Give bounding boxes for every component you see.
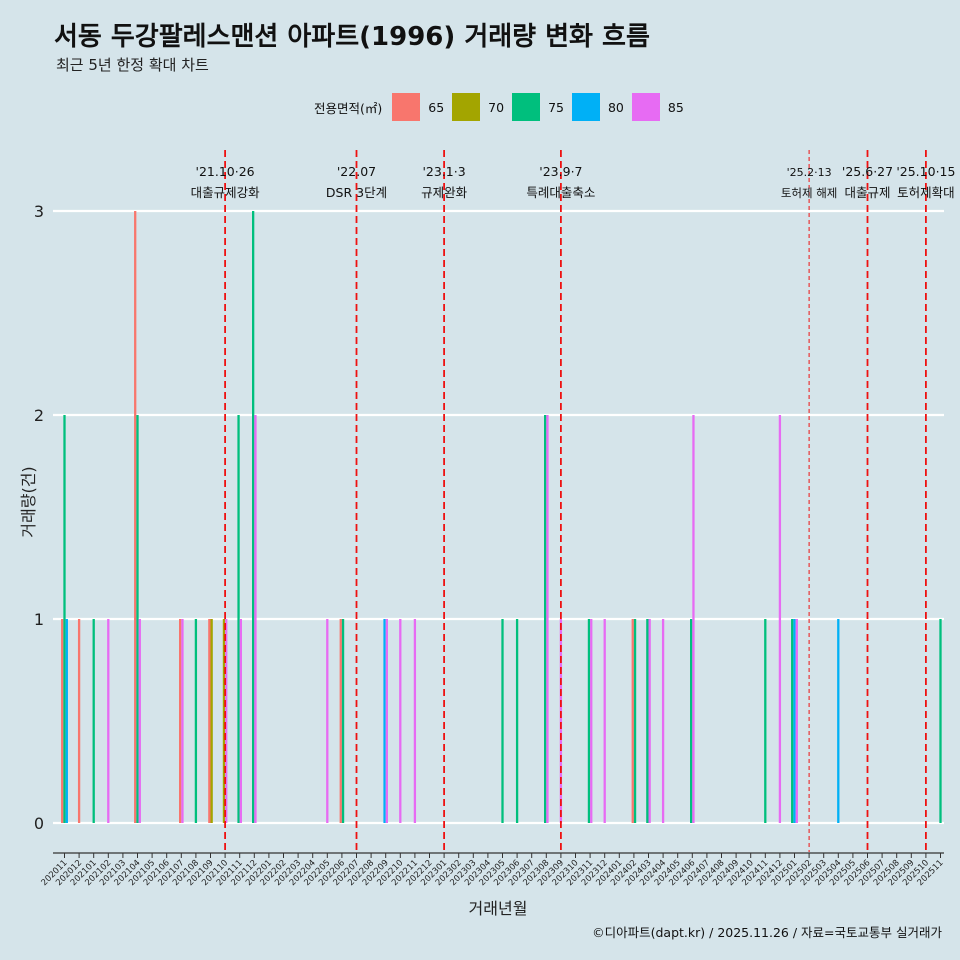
bar-75-202406 — [690, 619, 693, 823]
bar-85-202104 — [138, 619, 141, 823]
legend-key-70 — [452, 93, 481, 121]
event-label-2: 규제완화 — [421, 185, 468, 200]
y-tick-label-1: 1 — [34, 610, 44, 629]
bar-80-202209 — [383, 619, 386, 823]
bar-75-202501 — [791, 619, 794, 823]
bar-85-202311 — [590, 619, 593, 823]
bar-85-202107 — [181, 619, 184, 823]
bar-70-202109 — [210, 619, 213, 823]
event-date-5: '25.6·27 — [842, 164, 893, 179]
legend-item-70: 70 — [452, 93, 504, 121]
bar-75-202101 — [92, 619, 95, 823]
caption: ©디아파트(dapt.kr) / 2025.11.26 / 자료=국토교통부 실… — [592, 925, 942, 940]
legend-title: 전용면적(㎡) — [314, 100, 383, 116]
legend-item-85: 85 — [631, 93, 684, 121]
bar-75-202108 — [194, 619, 198, 823]
bar-65-202109 — [208, 619, 211, 823]
bar-75-202206 — [341, 619, 345, 823]
legend-item-65: 65 — [392, 93, 444, 121]
bar-85-202403 — [648, 619, 651, 823]
bar-85-202210 — [399, 619, 402, 823]
event-date-4: '25.2·13 — [787, 166, 832, 179]
bar-75-202402 — [633, 619, 637, 823]
legend-key-75 — [512, 93, 541, 121]
bar-75-202111 — [237, 415, 240, 823]
legend-label-75: 75 — [548, 99, 564, 115]
y-axis-title: 거래량(건) — [19, 466, 38, 537]
bar-75-202311 — [587, 619, 591, 823]
bar-85-202102 — [107, 619, 110, 823]
y-tick-label-2: 2 — [34, 406, 44, 425]
bar-75-202308 — [544, 415, 547, 823]
bar-85-202501 — [795, 619, 798, 823]
bar-85-202312 — [603, 619, 606, 823]
bar-85-202404 — [661, 619, 665, 823]
bar-65-202402 — [631, 619, 634, 823]
event-date-0: '21.10·26 — [196, 164, 255, 179]
legend-label-65: 65 — [428, 99, 445, 115]
bar-85-202112 — [254, 415, 257, 823]
event-date-6: '25.10·15 — [896, 164, 955, 179]
event-label-1: DSR 3단계 — [326, 185, 387, 200]
bar-75-202403 — [646, 619, 649, 823]
bar-75-202306 — [515, 619, 519, 823]
legend-item-80: 80 — [571, 93, 624, 121]
legend-key-85 — [631, 93, 660, 121]
bar-65-202104 — [134, 211, 137, 823]
bar-85-202309 — [559, 619, 563, 823]
bar-75-202305 — [501, 619, 504, 823]
bar-85-202211 — [413, 619, 417, 823]
bar-75-202411 — [764, 619, 767, 823]
legend-label-80: 80 — [607, 99, 624, 115]
chart-subtitle: 최근 5년 한정 확대 차트 — [56, 56, 209, 74]
event-date-3: '23.9·7 — [539, 164, 582, 179]
legend-key-65 — [392, 93, 421, 121]
y-tick-label-3: 3 — [34, 202, 44, 221]
event-label-0: 대출규제강화 — [191, 185, 261, 200]
chart-title: 서동 두강팔레스맨션 아파트(1996) 거래량 변화 흐름 — [54, 22, 650, 52]
bar-75-202011 — [63, 415, 66, 823]
bar-85-202111 — [239, 619, 242, 823]
bar-75-202104 — [136, 415, 139, 823]
bar-85-202209 — [385, 619, 388, 823]
legend-item-75: 75 — [512, 93, 564, 121]
bar-80-202504 — [837, 619, 840, 823]
bar-65-202011 — [61, 619, 64, 823]
event-label-3: 특례대출축소 — [526, 185, 595, 200]
y-tick-label-0: 0 — [34, 814, 44, 833]
event-date-1: '22.07 — [337, 164, 376, 179]
bar-85-202308 — [546, 415, 549, 823]
bar-80-202501 — [793, 619, 796, 823]
legend: 전용면적(㎡) 65 70 75 80 85 — [314, 93, 692, 121]
x-axis-title: 거래년월 — [469, 899, 528, 918]
bar-85-202406 — [692, 415, 695, 823]
event-label-6: 토허제확대 — [897, 185, 955, 200]
event-date-2: '23.1·3 — [422, 164, 465, 179]
bar-65-202107 — [179, 619, 182, 823]
bar-75-202112 — [252, 211, 255, 823]
bar-85-202205 — [326, 619, 329, 823]
bar-85-202110 — [225, 619, 228, 823]
bar-65-202206 — [339, 619, 342, 823]
bar-80-202011 — [65, 619, 68, 823]
legend-key-80 — [571, 93, 600, 121]
bar-70-202110 — [222, 619, 226, 823]
legend-label-70: 70 — [488, 99, 505, 115]
event-label-4: 토허제 해제 — [781, 186, 838, 200]
bar-65-202012 — [77, 619, 81, 823]
legend-label-85: 85 — [667, 99, 684, 115]
event-label-5: 대출규제 — [844, 185, 890, 200]
bar-75-202511 — [939, 619, 942, 823]
bar-85-202412 — [778, 415, 782, 823]
